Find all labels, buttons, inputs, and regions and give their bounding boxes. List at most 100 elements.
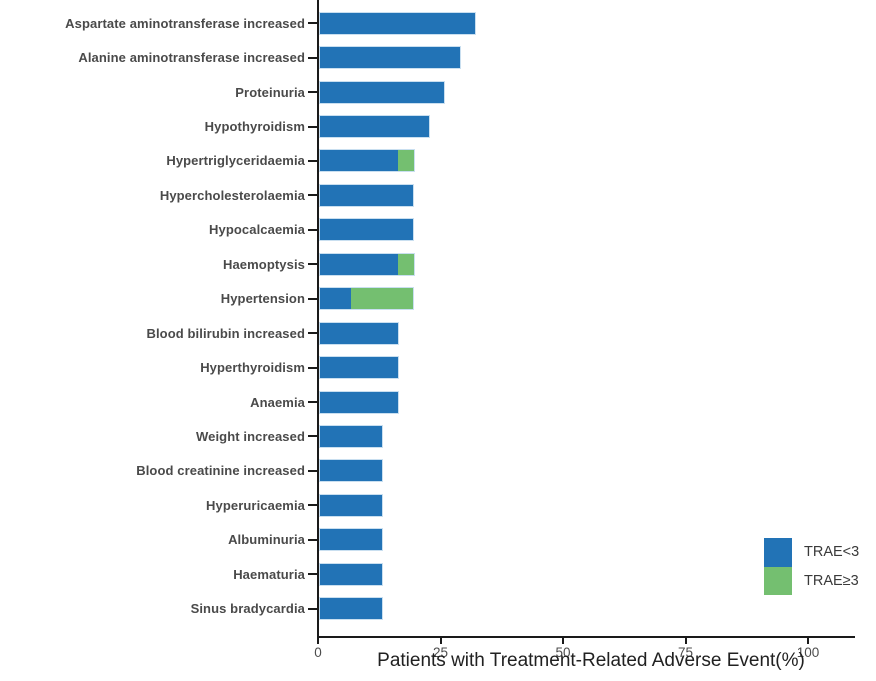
bar-row: Sinus bradycardia <box>0 591 876 625</box>
category-label: Hyperthyroidism <box>200 360 305 376</box>
bar-segment-trae-lt3 <box>320 150 398 172</box>
y-axis-tick <box>308 366 317 369</box>
category-label: Hypercholesterolaemia <box>159 187 305 203</box>
legend-swatch-trae-lt3 <box>764 538 792 567</box>
bar-segment-trae-lt3 <box>320 219 414 241</box>
y-axis-tick <box>308 159 317 162</box>
bar-segment-trae-lt3 <box>320 288 351 310</box>
category-label: Sinus bradycardia <box>190 601 305 617</box>
category-label: Aspartate aminotransferase increased <box>65 15 305 31</box>
y-axis-tick <box>308 469 317 472</box>
bar-row: Haematuria <box>0 557 876 591</box>
bar-row: Albuminuria <box>0 523 876 557</box>
bar-row: Hypertension <box>0 282 876 316</box>
x-axis-tick-label: 100 <box>796 645 820 660</box>
bar-segment-trae-lt3 <box>320 598 383 620</box>
bar-segment-trae-lt3 <box>320 116 429 138</box>
legend-item-trae-ge3: TRAE≥3 <box>764 566 859 595</box>
stacked-bar <box>319 493 384 517</box>
stacked-bar <box>319 562 384 586</box>
y-axis-tick <box>308 332 317 335</box>
bar-segment-trae-ge3 <box>397 150 414 172</box>
stacked-bar <box>319 183 415 207</box>
category-label: Hypertriglyceridaemia <box>166 153 305 169</box>
bar-segment-trae-lt3 <box>320 322 398 344</box>
legend-item-trae-lt3: TRAE<3 <box>764 538 859 567</box>
stacked-bar <box>319 80 446 104</box>
x-axis-tick-label: 0 <box>314 645 322 660</box>
bar-row: Anaemia <box>0 385 876 419</box>
bar-rows: Aspartate aminotransferase increased Alan… <box>0 6 876 626</box>
x-axis-title: Patients with Treatment-Related Adverse … <box>377 650 805 671</box>
bar-segment-trae-lt3 <box>320 529 383 551</box>
stacked-bar <box>319 11 477 35</box>
bar-segment-trae-lt3 <box>320 460 383 482</box>
stacked-bar <box>319 321 399 345</box>
bar-segment-trae-lt3 <box>320 357 398 379</box>
stacked-bar <box>319 218 415 242</box>
bar-segment-trae-lt3 <box>320 391 398 413</box>
bar-row: Hypercholesterolaemia <box>0 178 876 212</box>
stacked-bar <box>319 390 399 414</box>
y-axis-tick <box>308 125 317 128</box>
bar-row: Hypothyroidism <box>0 109 876 143</box>
y-axis-tick <box>308 194 317 197</box>
bar-row: Hypocalcaemia <box>0 213 876 247</box>
bar-segment-trae-lt3 <box>320 12 476 34</box>
stacked-bar <box>319 149 415 173</box>
bar-segment-trae-lt3 <box>320 47 461 69</box>
stacked-bar <box>319 356 399 380</box>
category-label: Hypothyroidism <box>204 119 305 135</box>
category-label: Haematuria <box>233 566 305 582</box>
stacked-bar <box>319 115 430 139</box>
y-axis-tick <box>308 538 317 541</box>
legend-label: TRAE<3 <box>804 544 860 561</box>
bar-row: Haemoptysis <box>0 247 876 281</box>
y-axis-tick <box>308 573 317 576</box>
legend-swatch-trae-ge3 <box>764 566 792 595</box>
category-label: Albuminuria <box>228 532 305 548</box>
category-label: Haemoptysis <box>222 256 305 272</box>
bar-row: Hyperuricaemia <box>0 488 876 522</box>
y-axis-tick <box>308 91 317 94</box>
x-axis-tick-label: 75 <box>677 645 694 660</box>
stacked-bar <box>319 252 415 276</box>
bar-row: Blood bilirubin increased <box>0 316 876 350</box>
bar-row: Hypertriglyceridaemia <box>0 144 876 178</box>
bar-segment-trae-lt3 <box>320 563 383 585</box>
stacked-bar <box>319 424 384 448</box>
x-axis-tick <box>562 638 564 644</box>
x-axis-tick-label: 50 <box>555 645 571 660</box>
category-label: Proteinuria <box>235 84 305 100</box>
x-axis-tick <box>317 638 319 644</box>
category-label: Hypocalcaemia <box>209 222 305 238</box>
bar-row: Hyperthyroidism <box>0 350 876 384</box>
x-axis-tick-label: 25 <box>432 645 449 660</box>
bar-segment-trae-lt3 <box>320 184 414 206</box>
bar-segment-trae-lt3 <box>320 81 445 103</box>
y-axis-tick <box>308 228 317 231</box>
category-label: Hyperuricaemia <box>206 497 305 513</box>
bar-segment-trae-ge3 <box>397 253 414 275</box>
bar-row: Weight increased <box>0 419 876 453</box>
y-axis-tick <box>308 56 317 59</box>
category-label: Anaemia <box>250 394 305 410</box>
y-axis-tick <box>308 263 317 266</box>
legend: TRAE<3 TRAE≥3 <box>764 538 859 595</box>
y-axis-tick <box>308 22 317 25</box>
x-axis-tick <box>807 638 809 644</box>
stacked-bar <box>319 459 384 483</box>
stacked-bar <box>319 287 415 311</box>
y-axis-tick <box>308 607 317 610</box>
category-label: Alanine aminotransferase increased <box>78 50 305 66</box>
y-axis-tick <box>308 297 317 300</box>
bar-segment-trae-lt3 <box>320 494 383 516</box>
category-label: Weight increased <box>195 428 305 444</box>
bar-row: Aspartate aminotransferase increased <box>0 6 876 40</box>
x-axis-line <box>317 636 855 638</box>
y-axis-tick <box>308 435 317 438</box>
bar-row: Alanine aminotransferase increased <box>0 40 876 74</box>
y-axis-tick <box>308 401 317 404</box>
legend-label: TRAE≥3 <box>804 572 859 589</box>
